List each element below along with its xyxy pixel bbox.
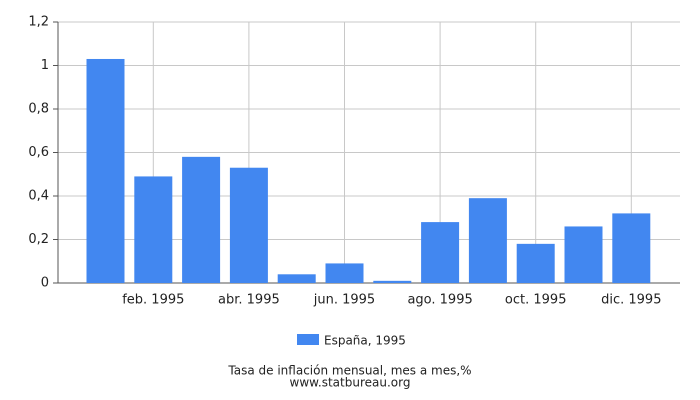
y-tick-label: 0,4: [28, 189, 49, 204]
y-tick-label: 0,2: [28, 232, 49, 247]
x-tick-label: jun. 1995: [313, 293, 375, 308]
bar: [86, 58, 125, 283]
y-tick-label: 0,6: [28, 145, 49, 160]
x-tick-label: dic. 1995: [601, 293, 661, 308]
bar: [516, 243, 555, 283]
bar: [373, 280, 412, 283]
source: www.statbureau.org: [290, 376, 411, 390]
x-tick-label: oct. 1995: [505, 293, 567, 308]
bar: [421, 222, 460, 283]
bar: [277, 274, 316, 283]
y-tick-label: 0,8: [28, 102, 49, 117]
x-tick-label: ago. 1995: [407, 293, 472, 308]
bar: [325, 263, 364, 283]
bar: [468, 198, 507, 283]
y-tick-label: 1,2: [28, 15, 49, 30]
chart-title: Tasa de inflación mensual, mes a mes,%: [227, 364, 471, 378]
x-tick-label: abr. 1995: [218, 293, 280, 308]
legend-swatch: [297, 334, 319, 345]
y-tick-label: 1: [41, 58, 49, 73]
bar: [612, 213, 651, 283]
legend-label: España, 1995: [324, 334, 406, 348]
y-tick-label: 0: [41, 276, 49, 291]
bar: [229, 167, 268, 283]
bar: [134, 176, 173, 283]
bar: [182, 156, 221, 283]
x-tick-label: feb. 1995: [122, 293, 184, 308]
bar: [564, 226, 603, 283]
